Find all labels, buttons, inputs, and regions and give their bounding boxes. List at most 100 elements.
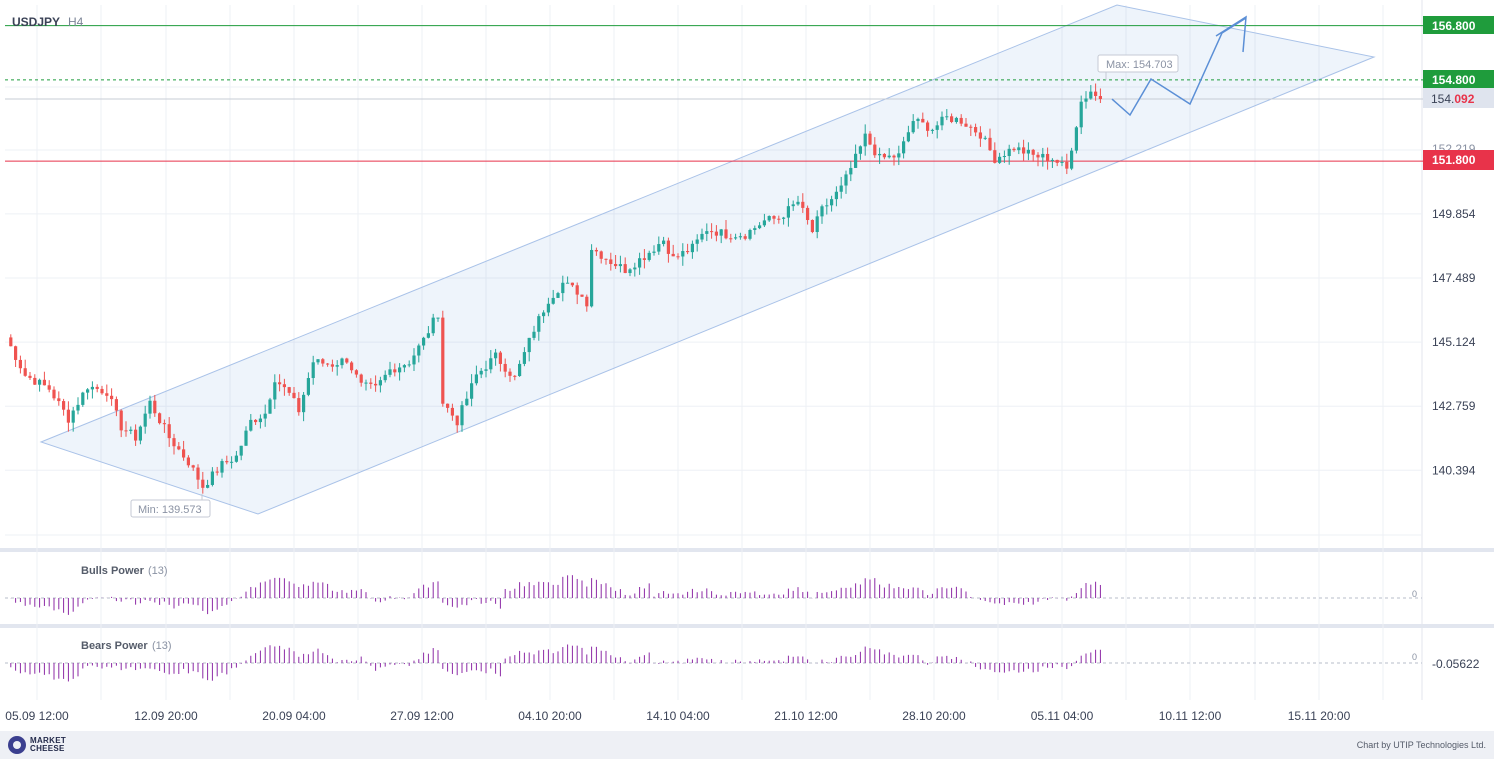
max-annotation: Max: 154.703 xyxy=(1106,59,1173,71)
candle-down xyxy=(873,144,877,156)
candle-down xyxy=(191,465,195,468)
candle-down xyxy=(743,236,747,239)
channel-area xyxy=(39,4,1376,515)
candle-down xyxy=(62,401,66,410)
candle-down xyxy=(508,371,512,376)
candle-down xyxy=(1031,149,1035,155)
candle-up xyxy=(532,331,536,338)
support-badge xyxy=(1423,150,1494,170)
time-tick-label: 15.11 20:00 xyxy=(1288,709,1351,723)
candle-down xyxy=(570,282,574,286)
time-tick-label: 27.09 12:00 xyxy=(390,709,454,723)
candle-up xyxy=(1084,98,1088,102)
candle-up xyxy=(734,237,738,239)
candle-down xyxy=(114,399,118,411)
candle-up xyxy=(364,382,368,384)
time-tick-label: 14.10 04:00 xyxy=(646,709,710,723)
candle-up xyxy=(388,369,392,375)
candle-down xyxy=(186,457,190,466)
bulls-power-period: (13) xyxy=(148,565,168,577)
forecast-arrowhead xyxy=(1215,15,1247,53)
candle-down xyxy=(66,409,70,423)
candle-up xyxy=(546,303,550,313)
price-chart[interactable]: 140.394 142.759 145.124 147.489 149.854 05.0… xyxy=(0,0,1494,731)
price-tick-label: 149.854 xyxy=(1432,207,1476,221)
candle-down xyxy=(1012,148,1016,151)
candle-up xyxy=(436,317,440,319)
candle-up xyxy=(302,394,306,413)
candle-down xyxy=(1022,147,1026,154)
symbol-label: USDJPY xyxy=(12,15,60,29)
candle-up xyxy=(378,380,382,386)
candle-down xyxy=(100,388,104,394)
support-price: 151.800 xyxy=(1432,153,1476,167)
candle-up xyxy=(148,400,152,414)
candle-up xyxy=(340,358,344,366)
candle-down xyxy=(686,251,690,253)
candle-down xyxy=(345,358,349,363)
candle-down xyxy=(47,385,51,390)
candle-down xyxy=(801,201,805,208)
candle-up xyxy=(239,445,243,456)
candle-down xyxy=(609,259,613,265)
candle-down xyxy=(9,337,13,347)
candle-up xyxy=(940,116,944,126)
candle-up xyxy=(858,146,862,154)
bulls-power-histogram xyxy=(5,575,1422,615)
candle-down xyxy=(393,369,397,373)
candle-down xyxy=(354,370,358,375)
candle-up xyxy=(1074,127,1078,151)
candle-up xyxy=(863,133,867,147)
candle-down xyxy=(105,393,109,396)
candle-down xyxy=(119,410,123,431)
candle-down xyxy=(278,382,282,385)
candle-up xyxy=(311,362,315,379)
candle-down xyxy=(993,150,997,163)
candle-down xyxy=(882,153,886,158)
bulls-power-title: Bulls Power xyxy=(81,565,145,577)
candle-up xyxy=(753,228,757,230)
candle-down xyxy=(772,216,776,219)
time-tick-label: 04.10 20:00 xyxy=(518,709,582,723)
candle-up xyxy=(690,243,694,253)
candle-down xyxy=(172,438,176,447)
candle-down xyxy=(292,392,296,399)
candle-up xyxy=(561,282,565,294)
candle-down xyxy=(52,389,56,399)
candle-up xyxy=(590,249,594,307)
candle-down xyxy=(1094,91,1098,97)
candle-down xyxy=(1036,154,1040,158)
brand-text: MARKET CHEESE xyxy=(30,736,67,753)
candle-up xyxy=(786,206,790,218)
candle-down xyxy=(594,249,598,252)
candle-up xyxy=(700,233,704,240)
candle-down xyxy=(330,364,334,367)
candle-up xyxy=(81,392,85,405)
candle-up xyxy=(38,379,42,385)
candle-up xyxy=(1017,147,1021,151)
candle-up xyxy=(426,333,430,338)
current-price-badge xyxy=(1423,88,1494,108)
candle-up xyxy=(897,153,901,158)
candle-up xyxy=(143,413,147,427)
candle-down xyxy=(806,207,810,221)
candle-down xyxy=(153,400,157,414)
candle-up xyxy=(306,378,310,395)
candle-up xyxy=(719,229,723,236)
candle-down xyxy=(671,253,675,257)
candle-up xyxy=(460,405,464,426)
candle-down xyxy=(959,117,963,124)
candle-up xyxy=(335,365,339,367)
time-axis-bg xyxy=(0,700,1494,731)
candle-up xyxy=(273,382,277,400)
candle-down xyxy=(441,317,445,404)
candle-up xyxy=(398,367,402,373)
candle-down xyxy=(201,479,205,488)
candle-down xyxy=(575,285,579,295)
candle-down xyxy=(666,240,670,254)
candle-down xyxy=(110,395,114,400)
bears-power-period: (13) xyxy=(152,640,172,652)
candle-up xyxy=(210,471,214,485)
bears-zero-label: 0 xyxy=(1412,652,1417,662)
candle-up xyxy=(633,267,637,270)
